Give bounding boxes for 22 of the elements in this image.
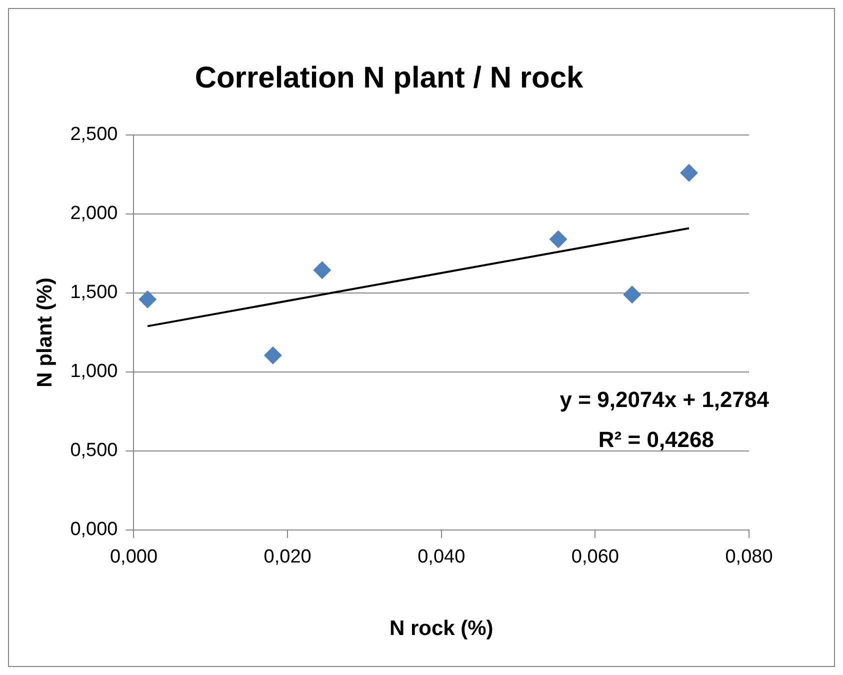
x-axis-title: N rock (%) — [389, 617, 494, 640]
annotation: y = 9,2074x + 1,2784 — [560, 387, 770, 412]
y-tick-label: 1,500 — [70, 282, 118, 304]
point — [313, 261, 332, 280]
x-tick-label: 0,080 — [725, 546, 773, 568]
y-tick-label: 2,500 — [70, 124, 118, 146]
annotation: R² = 0,4268 — [598, 427, 714, 452]
y-tick-label: 0,000 — [70, 519, 118, 540]
y-axis-title: N plant (%) — [33, 278, 56, 388]
point — [264, 346, 282, 364]
y-tick-label: 0,500 — [70, 440, 118, 462]
y-tick-label: 1,000 — [70, 361, 118, 382]
point — [549, 230, 568, 248]
point — [138, 290, 157, 308]
x-tick-label: 0,000 — [110, 546, 158, 568]
x-tick-label: 0,040 — [418, 546, 466, 568]
chart-title: Correlation N plant / N rock — [194, 61, 584, 94]
x-tick-label: 0,060 — [571, 546, 619, 568]
point — [680, 164, 698, 182]
y-tick-label: 2,000 — [70, 203, 118, 224]
x-tick-label: 0,020 — [264, 546, 312, 568]
point — [623, 286, 642, 304]
